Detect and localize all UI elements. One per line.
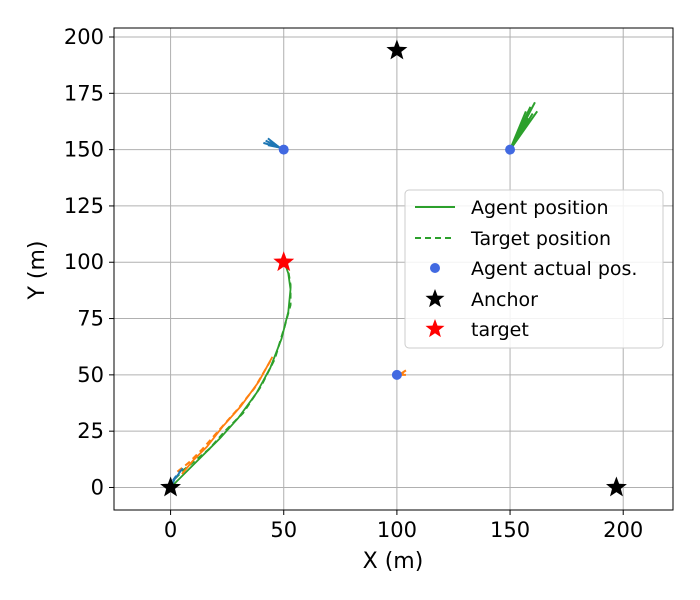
anchor-star-icon [606, 476, 627, 497]
agent-path-line [181, 356, 274, 475]
anchor-star-icon [386, 39, 408, 60]
y-tick-label: 25 [77, 419, 104, 443]
target-star-icon [273, 251, 295, 272]
x-tick-label: 50 [270, 518, 297, 542]
y-tick-label: 0 [91, 475, 104, 499]
legend-target-label: target [471, 319, 529, 341]
agent-traces [263, 101, 539, 376]
target-path-line [174, 264, 292, 480]
agent-actual-point [505, 144, 516, 155]
legend-agent-actual-swatch [430, 263, 440, 273]
y-tick-label: 100 [64, 250, 104, 274]
x-tick-label: 200 [603, 518, 643, 542]
legend: Agent position Target position Agent act… [404, 189, 664, 349]
legend-anchor-star-icon [425, 289, 445, 308]
y-tick-label: 75 [77, 307, 104, 331]
legend-target-star-icon [425, 319, 445, 338]
legend-agent-position-label: Agent position [471, 197, 609, 219]
anchor-star-icon [160, 476, 181, 497]
agent-actual-point [278, 144, 289, 155]
x-tick-label: 0 [164, 518, 177, 542]
legend-anchor-label: Anchor [471, 289, 538, 311]
target-path-line [176, 360, 272, 473]
y-tick-label: 175 [64, 81, 104, 105]
trajectory-series [169, 264, 292, 489]
agent-trace-line [267, 144, 280, 149]
agent-path-line [169, 266, 292, 489]
tick-labels: 0 50 100 150 200 0 25 50 75 100 125 150 175 200 [64, 25, 643, 542]
legend-target-position-label: Target position [470, 228, 611, 250]
y-tick-label: 200 [64, 25, 104, 49]
x-axis-label: X (m) [363, 549, 424, 574]
markers [160, 39, 627, 497]
agent-actual-point [391, 369, 402, 380]
y-tick-label: 50 [77, 363, 104, 387]
y-axis-label: Y (m) [25, 240, 50, 300]
legend-box [404, 189, 664, 349]
legend-agent-actual-label: Agent actual pos. [471, 258, 637, 280]
x-tick-label: 150 [490, 518, 530, 542]
y-tick-label: 150 [64, 138, 104, 162]
x-tick-label: 100 [377, 518, 417, 542]
plot-frame [113, 27, 674, 511]
y-tick-label: 125 [64, 194, 104, 218]
